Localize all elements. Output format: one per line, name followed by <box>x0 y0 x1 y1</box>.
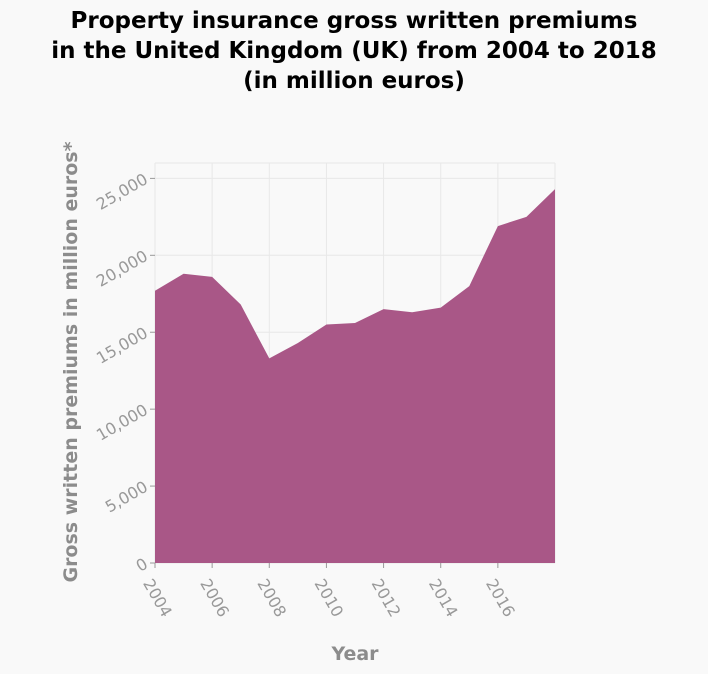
y-tick-label: 0 <box>133 554 151 576</box>
x-tick-label: 2016 <box>482 576 519 621</box>
x-axis-title: Year <box>330 643 379 665</box>
area-series <box>155 189 555 563</box>
x-tick-label: 2012 <box>368 576 405 621</box>
y-tick-label: 10,000 <box>93 400 151 444</box>
x-tick-label: 2006 <box>196 576 233 621</box>
x-tick-label: 2010 <box>311 576 348 621</box>
x-tick-label: 2014 <box>425 576 462 621</box>
area-fill <box>155 189 555 563</box>
y-tick-label: 15,000 <box>93 323 151 367</box>
y-axis-ticks: 0 5,000 10,000 15,000 20,000 25,000 <box>93 169 155 576</box>
y-tick-label: 5,000 <box>102 477 151 516</box>
x-tick-label: 2008 <box>253 576 290 621</box>
x-tick-label: 2004 <box>139 576 176 621</box>
x-axis-ticks: 2004 2006 2008 2010 2012 2014 2016 <box>139 563 519 620</box>
chart-title: Property insurance gross written premium… <box>51 8 657 94</box>
y-tick-label: 25,000 <box>93 169 151 213</box>
y-axis-title: Gross written premiums in million euros* <box>60 141 82 582</box>
y-tick-label: 20,000 <box>93 246 151 290</box>
